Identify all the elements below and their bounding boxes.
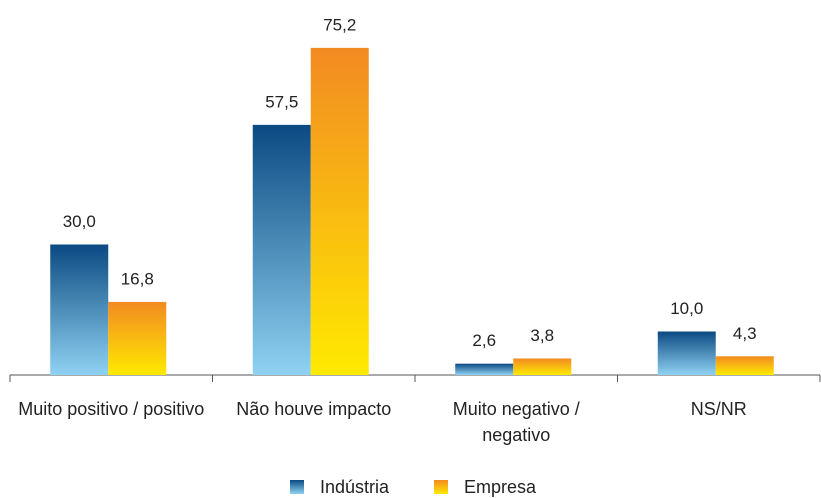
bar bbox=[657, 331, 716, 375]
data-label: 3,8 bbox=[530, 326, 554, 345]
data-label: 30,0 bbox=[63, 212, 96, 231]
data-label: 4,3 bbox=[733, 324, 757, 343]
bar bbox=[455, 363, 514, 375]
x-tick-label: Muito negativo / negativo bbox=[452, 399, 580, 445]
legend-label: Empresa bbox=[464, 477, 537, 497]
legend-swatch bbox=[434, 480, 448, 494]
bar bbox=[252, 124, 311, 375]
data-label: 57,5 bbox=[265, 92, 298, 111]
legend-swatch bbox=[290, 480, 304, 494]
x-tick-label: Não houve impacto bbox=[236, 399, 392, 419]
data-label: 75,2 bbox=[323, 15, 356, 34]
x-tick-label: NS/NR bbox=[690, 399, 747, 419]
data-label: 10,0 bbox=[670, 299, 703, 318]
bar bbox=[50, 244, 109, 375]
legend-label: Indústria bbox=[320, 477, 390, 497]
bar bbox=[513, 358, 572, 375]
bar bbox=[310, 47, 369, 375]
bar bbox=[715, 356, 774, 375]
x-tick-label: Muito positivo / positivo bbox=[18, 399, 205, 419]
data-label: 16,8 bbox=[121, 269, 154, 288]
data-label: 2,6 bbox=[472, 331, 496, 350]
bar bbox=[108, 301, 167, 375]
